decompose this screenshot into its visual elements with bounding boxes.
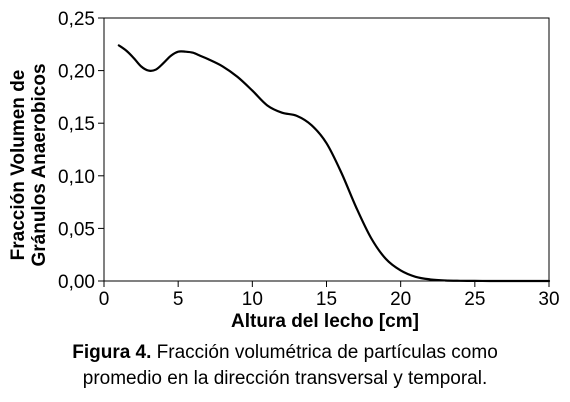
series-line [117, 44, 551, 283]
x-tick-label: 15 [316, 289, 337, 310]
x-tick-label: 0 [99, 289, 110, 310]
plot-area [103, 17, 551, 283]
y-tick-label: 0,10 [58, 167, 95, 188]
x-tick-label: 20 [390, 289, 411, 310]
axis-ticks [98, 17, 550, 287]
y-tick-label: 0,25 [58, 9, 95, 30]
plot-frame [103, 17, 550, 282]
y-tick-label: 0,15 [58, 114, 95, 135]
caption-label: Figura 4. [72, 342, 152, 363]
y-tick-label: 0,00 [58, 272, 95, 293]
x-axis-title: Altura del lecho [cm] [231, 311, 419, 332]
chart: 0 5 10 15 20 25 30 0,00 0,05 0,10 0,15 0,20 0,25 Alt… [8, 9, 560, 332]
caption-line-1: Figura 4. Fracción volumétrica de partíc… [0, 340, 570, 366]
y-axis-title-line1: Fracción Volumen de [8, 70, 29, 261]
caption-line-2: promedio en la dirección transversal y t… [82, 368, 488, 389]
caption-text-1: Fracción volumétrica de partículas como [151, 342, 498, 363]
y-tick-label: 0,05 [58, 219, 95, 240]
x-tick-label: 10 [242, 289, 263, 310]
tick-labels: 0 5 10 15 20 25 30 0,00 0,05 0,10 0,15 0,20 0,25 [58, 9, 560, 310]
x-tick-label: 5 [173, 289, 184, 310]
figure-caption: Figura 4. Fracción volumétrica de partíc… [0, 340, 570, 392]
y-tick-label: 0,20 [58, 62, 95, 83]
x-tick-label: 30 [538, 289, 559, 310]
x-tick-label: 25 [464, 289, 485, 310]
y-axis-title-line2: Gránulos Anaerobicos [29, 63, 50, 266]
